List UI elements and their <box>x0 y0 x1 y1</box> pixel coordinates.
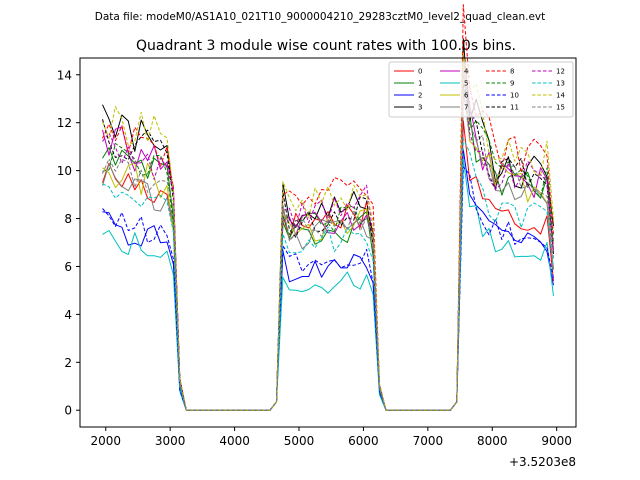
y-tick-label: 2 <box>64 356 72 370</box>
legend-label: 6 <box>464 92 469 100</box>
legend-label: 1 <box>418 80 422 88</box>
series-line-15 <box>102 87 554 411</box>
legend-label: 0 <box>418 68 422 76</box>
y-tick-label: 14 <box>57 68 72 82</box>
x-tick-label: 4000 <box>219 434 250 448</box>
legend-label: 11 <box>510 104 519 112</box>
chart-suptitle: Data file: modeM0/AS1A10_021T10_90000042… <box>95 11 546 23</box>
x-tick-label: 5000 <box>284 434 315 448</box>
plot-area <box>79 4 577 428</box>
x-tick-label: 2000 <box>90 434 121 448</box>
x-tick-label: 6000 <box>348 434 379 448</box>
legend-label: 9 <box>510 80 514 88</box>
legend-label: 14 <box>556 92 565 100</box>
legend-label: 7 <box>464 104 468 112</box>
series-line-9 <box>102 90 554 411</box>
legend-label: 12 <box>556 68 565 76</box>
y-axis: 0 2 4 6 8 10 12 14 <box>57 68 80 418</box>
legend-label: 5 <box>464 80 468 88</box>
legend-label: 10 <box>510 92 519 100</box>
legend-label: 4 <box>464 68 469 76</box>
y-tick-label: 10 <box>57 164 72 178</box>
legend-box <box>388 61 574 118</box>
x-tick-label: 3000 <box>155 434 186 448</box>
y-tick-label: 12 <box>57 116 72 130</box>
y-tick-label: 4 <box>64 308 72 322</box>
y-tick-label: 8 <box>64 212 72 226</box>
x-axis: 2000 3000 4000 5000 6000 7000 8000 9000 <box>90 427 572 448</box>
x-tick-label: 8000 <box>477 434 508 448</box>
x-tick-label: 7000 <box>413 434 444 448</box>
x-tick-label: 9000 <box>541 434 572 448</box>
legend-label: 13 <box>556 80 565 88</box>
legend-label: 3 <box>418 104 422 112</box>
series-line-13 <box>102 138 554 411</box>
y-tick-label: 0 <box>64 404 72 418</box>
legend-label: 8 <box>510 68 514 76</box>
y-tick-label: 6 <box>64 260 72 274</box>
axes-frame <box>79 57 577 428</box>
series-layer <box>102 4 554 411</box>
chart-title: Quadrant 3 module wise count rates with … <box>136 38 516 54</box>
legend-label: 15 <box>556 104 565 112</box>
x-offset-label: +3.5203e8 <box>509 455 576 469</box>
legend-label: 2 <box>418 92 422 100</box>
